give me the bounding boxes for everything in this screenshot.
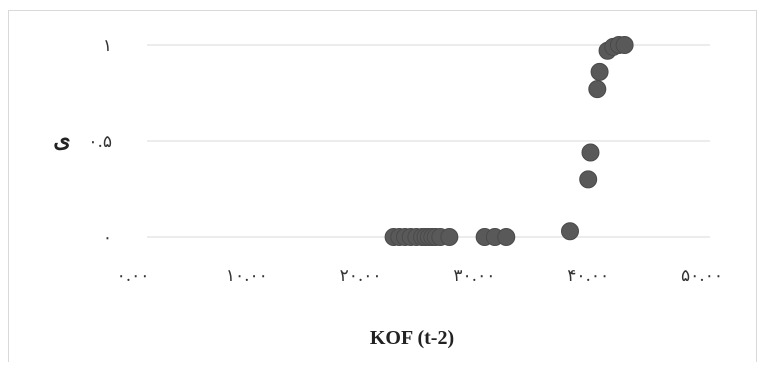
x-tick-labels: ۰.۰۰ ۱۰.۰۰ ۲۰.۰۰ ۳۰.۰۰ ۴۰.۰۰ ۵۰.۰۰: [117, 266, 723, 286]
data-point: [497, 228, 516, 246]
data-point: [579, 170, 598, 189]
data-point: [581, 143, 600, 162]
x-tick-label: ۰.۰۰: [117, 266, 150, 286]
gridlines: [147, 44, 710, 238]
y-axis-label: ی: [53, 127, 70, 153]
x-tick-label: ۵۰.۰۰: [681, 266, 723, 286]
x-tick-label: ۱۰.۰۰: [226, 266, 268, 286]
data-point: [588, 80, 607, 99]
data-point: [615, 36, 634, 54]
y-tick-label: ۰.۵: [88, 132, 112, 152]
data-points: [384, 36, 634, 246]
x-tick-label: ۴۰.۰۰: [567, 266, 609, 286]
chart-frame: [8, 10, 757, 362]
y-tick-labels: ۰ ۰.۵ ۱: [88, 36, 112, 248]
x-tick-label: ۲۰.۰۰: [340, 266, 382, 286]
x-tick-label: ۳۰.۰۰: [453, 266, 495, 286]
x-axis-label: KOF (t-2): [370, 327, 454, 349]
data-point: [560, 222, 579, 241]
data-point: [440, 228, 459, 246]
y-tick-label: ۰: [103, 228, 112, 248]
y-tick-label: ۱: [103, 36, 112, 56]
data-point: [590, 62, 609, 81]
